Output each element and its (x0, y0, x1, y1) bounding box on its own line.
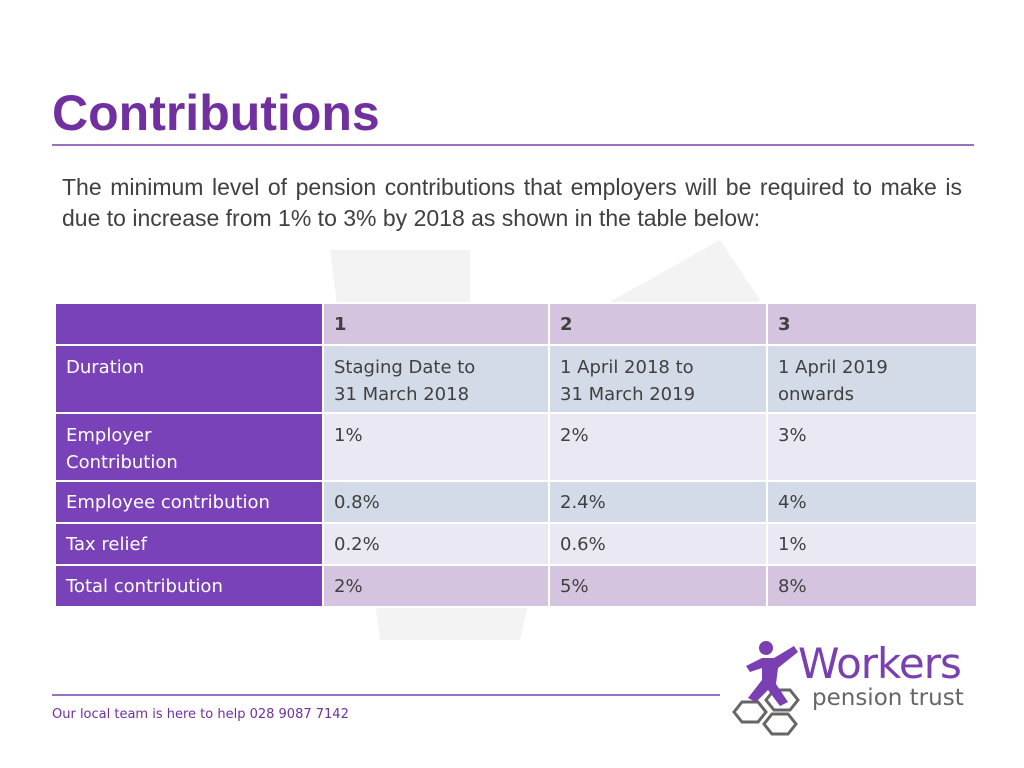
row-label: Employer Contribution (54, 412, 324, 482)
intro-paragraph: The minimum level of pension contributio… (62, 174, 962, 231)
table-cell: 1 April 2019 onwards (766, 344, 978, 414)
table-header-cell: 1 (322, 302, 550, 346)
table-row: Employee contribution 0.8% 2.4% 4% (54, 480, 978, 524)
table-cell: 0.6% (548, 522, 768, 566)
table-cell: 1 April 2018 to 31 March 2019 (548, 344, 768, 414)
table-cell: 8% (766, 564, 978, 608)
title-divider (52, 144, 974, 146)
logo-name: Workers (798, 639, 962, 688)
table-cell: Staging Date to 31 March 2018 (322, 344, 550, 414)
table-row: Employer Contribution 1% 2% 3% (54, 412, 978, 482)
table-cell: 2% (322, 564, 550, 608)
row-label: Duration (54, 344, 324, 414)
table-cell: 1% (766, 522, 978, 566)
table-row: Total contribution 2% 5% 8% (54, 564, 978, 608)
table-cell: 2.4% (548, 480, 768, 524)
figure-hexagons-icon (732, 641, 800, 736)
table-cell: 4% (766, 480, 978, 524)
logo-subtitle: pension trust (812, 685, 964, 711)
row-label: Tax relief (54, 522, 324, 566)
row-label: Employee contribution (54, 480, 324, 524)
table-cell: 0.2% (322, 522, 550, 566)
footer-contact-text: Our local team is here to help 028 9087 … (52, 707, 349, 722)
table-header-cell (54, 302, 324, 346)
table-cell: 5% (548, 564, 768, 608)
row-label: Total contribution (54, 564, 324, 608)
table-header-cell: 3 (766, 302, 978, 346)
table-cell: 0.8% (322, 480, 550, 524)
contributions-table: 1 2 3 Duration Staging Date to 31 March … (54, 302, 978, 608)
table-row: Duration Staging Date to 31 March 2018 1… (54, 344, 978, 414)
table-cell: 2% (548, 412, 768, 482)
table-row: Tax relief 0.2% 0.6% 1% (54, 522, 978, 566)
table-header-cell: 2 (548, 302, 768, 346)
table-cell: 1% (322, 412, 550, 482)
footer-divider (52, 694, 720, 696)
table-cell: 3% (766, 412, 978, 482)
page-title: Contributions (52, 85, 380, 141)
table-header-row: 1 2 3 (54, 302, 978, 346)
